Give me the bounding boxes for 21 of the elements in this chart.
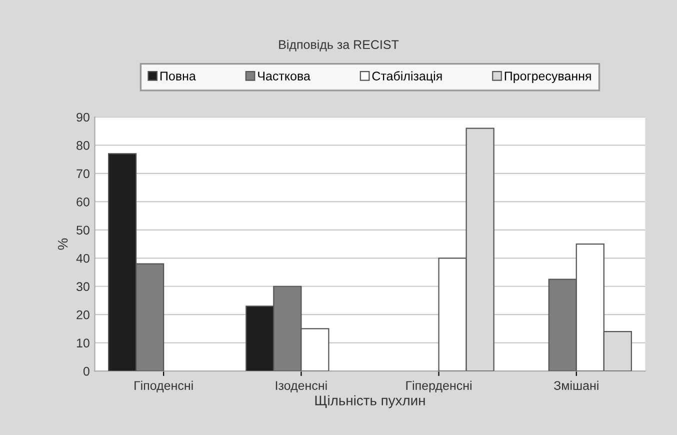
legend-label: Стабілізація: [372, 71, 442, 83]
y-tick-label: 90: [76, 112, 90, 122]
y-tick-label: 40: [76, 254, 90, 263]
y-tick-label: 60: [76, 197, 90, 206]
legend-label: Прогресування: [504, 72, 591, 83]
x-axis-title: Щільність пухлин: [315, 395, 425, 408]
y-tick-label: 20: [76, 310, 90, 320]
x-tick-label: Гіперденсні: [406, 380, 472, 392]
y-tick-label: 70: [76, 169, 90, 178]
legend-label: Часткова: [258, 72, 310, 80]
y-tick-label: 0: [83, 366, 90, 376]
y-axis-title: %: [58, 238, 68, 250]
x-tick-label: Гіподенсні: [134, 380, 193, 392]
y-tick-label: 30: [76, 282, 90, 292]
y-tick-label: 10: [76, 338, 90, 348]
x-tick-label: Змішані: [554, 380, 598, 390]
x-tick-label: Ізоденсні: [276, 380, 327, 392]
legend-label: Повна: [160, 72, 196, 80]
y-tick-label: 50: [76, 226, 90, 235]
y-tick-label: 80: [76, 141, 90, 150]
legend-title: Відповідь за RECIST: [279, 40, 399, 52]
